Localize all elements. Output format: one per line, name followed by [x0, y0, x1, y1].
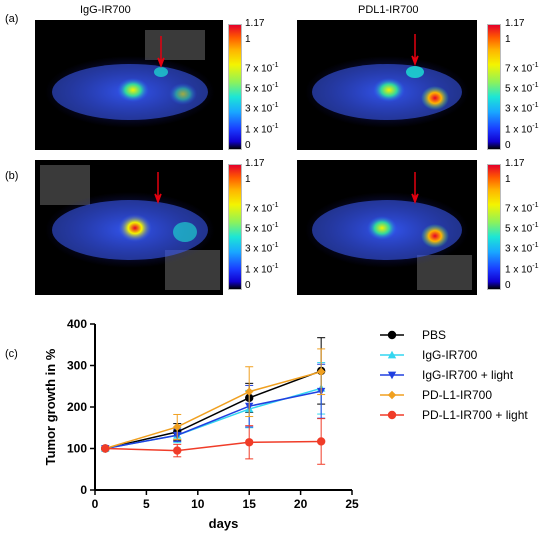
colorbar-b-pdl1	[487, 164, 501, 290]
colorbar-a-igg	[228, 24, 242, 150]
legend-marker	[387, 350, 397, 359]
colorbar-tick-label: 1	[505, 174, 511, 185]
colorbar-tick-label: 0	[245, 280, 251, 291]
colorbar-tick-label: 3 x 10-1	[505, 242, 539, 255]
colorbar-tick-label: 5 x 10-1	[505, 82, 539, 95]
legend-marker	[387, 330, 397, 340]
legend-marker	[387, 390, 397, 400]
data-point	[316, 437, 326, 446]
colorbar-tick-label: 7 x 10-1	[245, 62, 279, 75]
column-title-igg: IgG-IR700	[80, 4, 131, 16]
colorbar-tick-label: 5 x 10-1	[505, 222, 539, 235]
mouse-blue-glow-b-igg	[35, 160, 223, 295]
colorbar-tick-label: 7 x 10-1	[245, 202, 279, 215]
colorbar-tick-label: 1 x 10-1	[505, 123, 539, 136]
data-point	[173, 422, 182, 432]
data-point	[173, 446, 182, 455]
mouse-blue-glow-a-igg	[35, 20, 223, 150]
data-point	[245, 387, 254, 396]
data-point	[101, 444, 110, 453]
y-tick-label: 400	[67, 317, 87, 331]
mouse-blue-glow-a-pdl1	[297, 20, 477, 150]
colorbar-tick-label: 5 x 10-1	[245, 222, 279, 235]
panel-label-c: (c)	[5, 348, 18, 360]
panel-label-a: (a)	[5, 13, 19, 25]
series-line	[105, 390, 322, 450]
legend-entry: PBS	[422, 328, 446, 342]
red-arrow-icon	[411, 172, 419, 205]
colorbar-tick-label: 1.17	[245, 18, 265, 29]
mouse-blue-glow-b-pdl1	[297, 160, 477, 295]
x-tick-label: 5	[143, 497, 150, 511]
colorbar-tick-label: 1.17	[505, 18, 525, 29]
red-arrow-icon	[157, 36, 165, 69]
series-line	[105, 371, 322, 450]
legend-entry: PD-L1-IR700	[422, 388, 492, 402]
legend-marker	[387, 371, 397, 380]
column-title-pdl1: PDL1-IR700	[358, 4, 419, 16]
fluorescence-image-b-igg	[35, 160, 223, 295]
y-axis-label: Tumor growth in %	[43, 348, 58, 465]
colorbar-tick-label: 1 x 10-1	[505, 263, 539, 276]
colorbar-b-igg	[228, 164, 242, 290]
y-tick-label: 300	[67, 359, 87, 373]
colorbar-tick-label: 1	[505, 34, 511, 45]
fluorescence-image-b-pdl1	[297, 160, 477, 295]
colorbar-tick-label: 1.17	[505, 158, 525, 169]
colorbar-tick-label: 3 x 10-1	[505, 102, 539, 115]
x-tick-label: 25	[345, 497, 359, 511]
fluorescence-image-a-pdl1	[297, 20, 477, 150]
data-point	[245, 438, 254, 447]
colorbar-tick-label: 1	[245, 174, 251, 185]
colorbar-tick-label: 0	[245, 140, 251, 151]
data-point	[316, 367, 326, 376]
tumor-growth-plot: 0 100 200 300 400 0 5 10 15 20 25 days Tumor growth …	[43, 317, 528, 531]
colorbar-tick-label: 1 x 10-1	[245, 123, 279, 136]
x-axis-label: days	[209, 516, 239, 531]
series-line	[105, 370, 322, 450]
legend-marker	[387, 410, 397, 420]
legend-entry: PD-L1-IR700 + light	[422, 408, 528, 422]
x-tick-label: 10	[191, 497, 205, 511]
colorbar-tick-label: 5 x 10-1	[245, 82, 279, 95]
y-tick-label: 100	[67, 442, 87, 456]
red-arrow-icon	[411, 34, 419, 67]
colorbar-a-pdl1	[487, 24, 501, 150]
colorbar-tick-label: 7 x 10-1	[505, 202, 539, 215]
red-arrow-icon	[154, 172, 162, 205]
colorbar-tick-label: 1.17	[245, 158, 265, 169]
x-tick-label: 15	[243, 497, 257, 511]
y-tick-label: 200	[67, 400, 87, 414]
colorbar-tick-label: 1	[245, 34, 251, 45]
colorbar-tick-label: 0	[505, 140, 511, 151]
colorbar-tick-label: 0	[505, 280, 511, 291]
panel-label-b: (b)	[5, 170, 19, 182]
colorbar-tick-label: 1 x 10-1	[245, 263, 279, 276]
legend-entry: IgG-IR700 + light	[422, 368, 514, 382]
y-tick-label: 0	[80, 483, 87, 497]
x-tick-label: 20	[294, 497, 308, 511]
legend-entry: IgG-IR700	[422, 348, 478, 362]
tumor-growth-chart: 0 100 200 300 400 0 5 10 15 20 25 days Tumor growth …	[0, 305, 550, 535]
colorbar-tick-label: 7 x 10-1	[505, 62, 539, 75]
series-line	[105, 440, 322, 452]
colorbar-tick-label: 3 x 10-1	[245, 242, 279, 255]
colorbar-tick-label: 3 x 10-1	[245, 102, 279, 115]
fluorescence-image-a-igg	[35, 20, 223, 150]
x-tick-label: 0	[92, 497, 99, 511]
